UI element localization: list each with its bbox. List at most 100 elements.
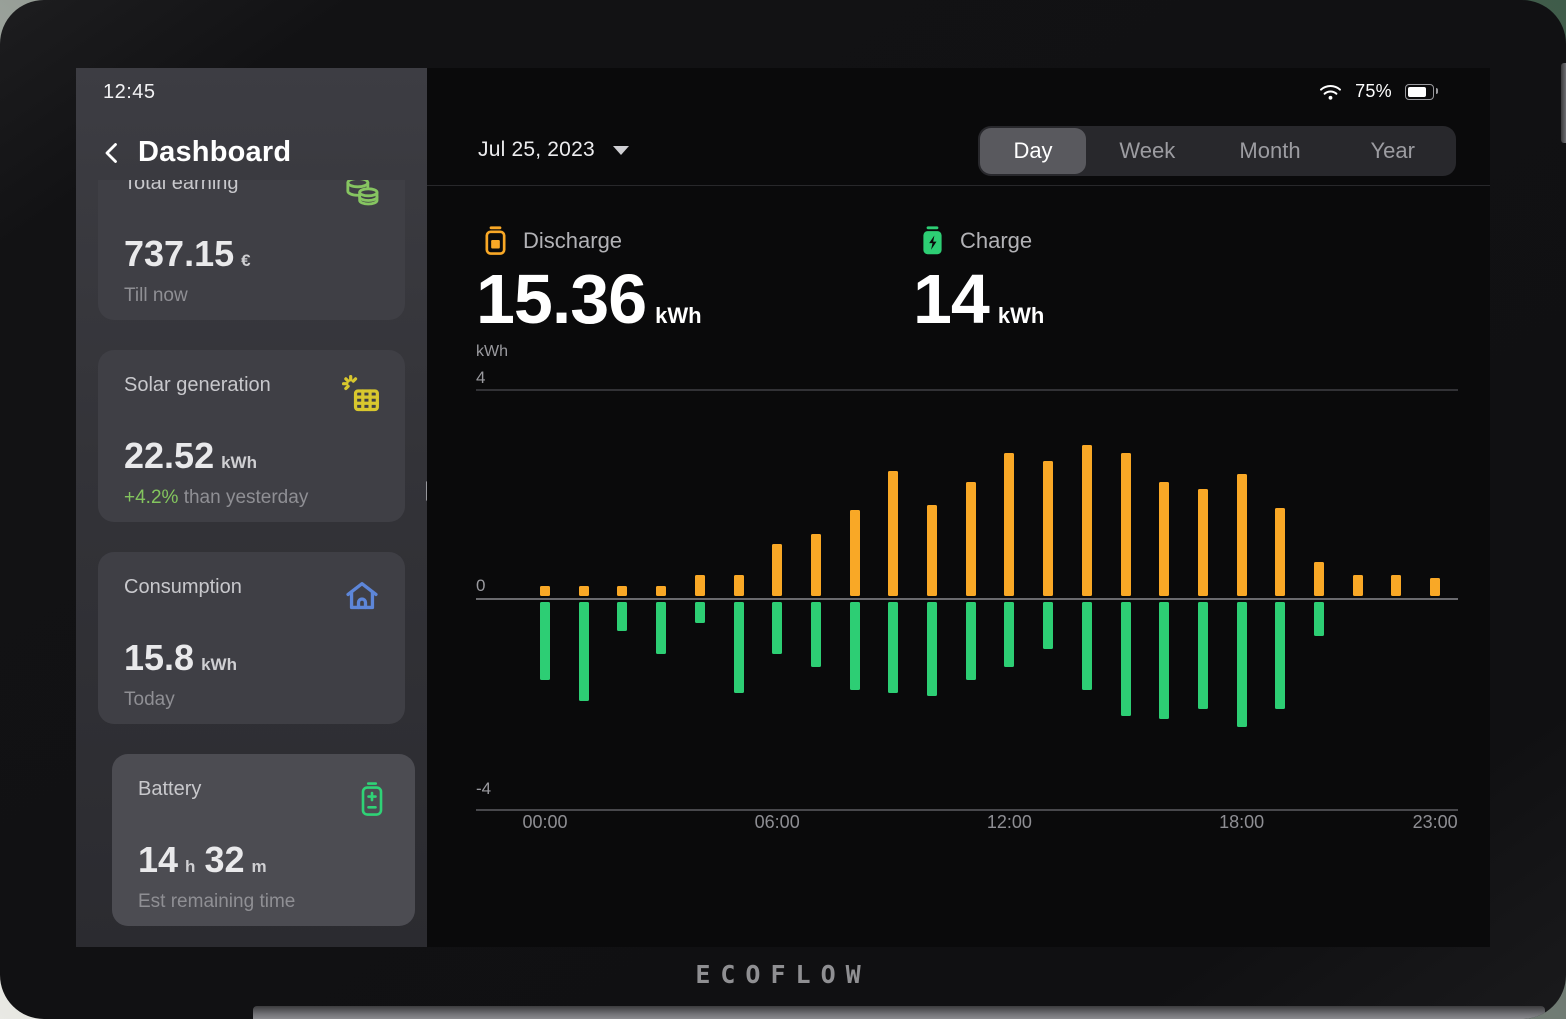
charge-bar bbox=[965, 602, 976, 680]
discharge-bar bbox=[1120, 453, 1131, 596]
discharge-bar bbox=[1159, 481, 1170, 596]
main-panel: 75% Jul 25, 2023 Day Week Month Year bbox=[427, 68, 1490, 947]
card-consumption[interactable]: Consumption 15.8 kWh Today bbox=[98, 552, 405, 724]
discharge-bar bbox=[927, 505, 937, 596]
discharge-bar bbox=[1352, 575, 1363, 596]
discharge-bar bbox=[1043, 460, 1054, 596]
charge-bar bbox=[1314, 602, 1324, 636]
tab-month[interactable]: Month bbox=[1239, 138, 1301, 163]
date-label: Jul 25, 2023 bbox=[478, 138, 595, 161]
screen: 12:45 Dashboard Total earning bbox=[76, 68, 1490, 947]
charge-bar bbox=[1275, 602, 1286, 709]
battery-hours-unit: h bbox=[185, 857, 196, 876]
legend-charge: Charge bbox=[920, 226, 1032, 256]
device-bottom-edge bbox=[253, 1006, 1545, 1019]
discharge-bar bbox=[888, 471, 899, 596]
solar-generation-value: 22.52 bbox=[124, 435, 215, 476]
caret-down-icon bbox=[612, 145, 629, 155]
battery-charge-icon bbox=[920, 226, 945, 256]
solar-generation-unit: kWh bbox=[221, 453, 257, 472]
discharge-unit: kWh bbox=[655, 303, 702, 328]
discharge-value: 15.36 bbox=[476, 260, 647, 338]
y-tick-4: 4 bbox=[476, 368, 486, 387]
charge-bar bbox=[1120, 602, 1131, 717]
y-tick-minus4: -4 bbox=[476, 779, 492, 798]
y-axis-unit-label: kWh bbox=[476, 343, 508, 360]
device-side-button bbox=[1561, 63, 1566, 143]
card-value: 22.52 kWh bbox=[124, 438, 257, 474]
sidebar-header: Dashboard bbox=[100, 136, 291, 169]
card-battery[interactable]: Battery 14 h 32 m Est remaining time bbox=[112, 754, 415, 926]
card-title: Battery bbox=[138, 778, 202, 800]
charge-total: 14 kWh bbox=[913, 264, 1044, 334]
charge-bar bbox=[1159, 602, 1170, 719]
x-tick-label: 12:00 bbox=[986, 812, 1032, 832]
wifi-icon bbox=[1319, 83, 1342, 101]
card-title: Solar generation bbox=[124, 374, 271, 396]
card-solar-generation[interactable]: Solar generation 22.52 kWh +4.2% than yes… bbox=[98, 350, 405, 522]
status-icons: 75% bbox=[1319, 81, 1438, 102]
consumption-unit: kWh bbox=[201, 655, 237, 674]
battery-hours-value: 14 bbox=[138, 839, 179, 880]
discharge-total: 15.36 kWh bbox=[476, 264, 702, 334]
discharge-bar bbox=[849, 510, 860, 596]
battery-minutes-unit: m bbox=[251, 857, 267, 876]
x-tick-label: 18:00 bbox=[1219, 812, 1265, 832]
x-tick-label: 06:00 bbox=[754, 812, 800, 832]
discharge-bar bbox=[1430, 577, 1441, 596]
card-subtitle: +4.2% than yesterday bbox=[124, 488, 308, 507]
card-subtitle: Till now bbox=[124, 285, 188, 306]
battery-level-icon bbox=[1405, 83, 1438, 100]
charge-bar bbox=[849, 602, 860, 691]
delta-text: than yesterday bbox=[183, 487, 309, 508]
card-value: 737.15 € bbox=[124, 236, 251, 272]
charge-bar bbox=[1043, 602, 1054, 649]
charge-bar bbox=[578, 602, 589, 701]
back-button[interactable] bbox=[100, 140, 124, 166]
charge-bar bbox=[656, 602, 667, 654]
charge-bar bbox=[694, 602, 705, 623]
x-tick-label: 23:00 bbox=[1412, 812, 1458, 832]
discharge-bar bbox=[540, 585, 550, 596]
card-total-earning[interactable]: Total earning 737.15 € Till now bbox=[98, 180, 405, 320]
period-tabs: Day Week Month Year bbox=[978, 126, 1456, 176]
discharge-bar bbox=[810, 533, 821, 596]
coins-icon bbox=[341, 180, 383, 214]
charge-bar bbox=[810, 602, 821, 667]
tab-day[interactable]: Day bbox=[980, 128, 1086, 174]
discharge-bar bbox=[617, 585, 628, 596]
total-earning-unit: € bbox=[241, 251, 251, 270]
tab-week[interactable]: Week bbox=[1119, 138, 1176, 163]
discharge-bar bbox=[772, 544, 783, 596]
card-value: 14 h 32 m bbox=[138, 842, 267, 878]
legend-label: Charge bbox=[960, 228, 1033, 253]
charge-unit: kWh bbox=[997, 303, 1045, 328]
date-selector[interactable]: Jul 25, 2023 bbox=[478, 138, 629, 162]
legend-label: Discharge bbox=[523, 228, 623, 253]
chevron-left-icon bbox=[101, 141, 123, 165]
chart-x-ticks: 00:00 06:00 12:00 18:00 23:00 bbox=[427, 68, 1490, 947]
card-subtitle: Est remaining time bbox=[138, 891, 296, 912]
discharge-bar bbox=[656, 585, 667, 596]
status-time: 12:45 bbox=[103, 81, 156, 103]
charge-bar bbox=[1197, 602, 1208, 709]
charge-bar bbox=[733, 602, 744, 693]
discharge-bar bbox=[1197, 489, 1208, 596]
charge-bar bbox=[1081, 602, 1092, 691]
charge-bar bbox=[888, 602, 899, 693]
discharge-bar bbox=[965, 481, 976, 596]
discharge-bar bbox=[733, 575, 744, 596]
ecoflow-logo: ECOFLOW bbox=[695, 960, 871, 989]
x-tick-label: 00:00 bbox=[522, 812, 568, 832]
legend-discharge: Discharge bbox=[483, 226, 622, 256]
tab-year[interactable]: Year bbox=[1370, 138, 1415, 163]
sidebar-cards: Total earning 737.15 € Till now bbox=[76, 180, 427, 947]
sidebar: 12:45 Dashboard Total earning bbox=[76, 68, 427, 947]
chart-bars bbox=[427, 68, 1490, 947]
charge-value: 14 bbox=[913, 260, 990, 338]
card-subtitle: Today bbox=[124, 689, 175, 710]
battery-percent: 75% bbox=[1355, 81, 1392, 101]
battery-minutes-value: 32 bbox=[204, 839, 245, 880]
header-divider bbox=[427, 185, 1490, 186]
